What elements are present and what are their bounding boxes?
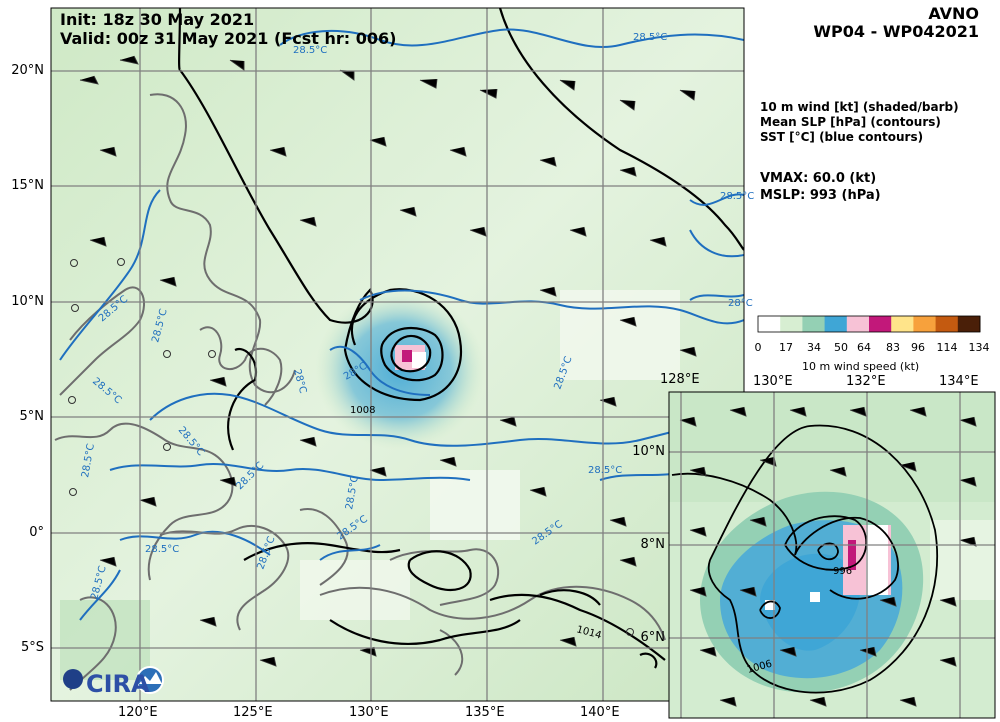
lon-tick: 140°E xyxy=(580,705,620,720)
inset-lat-tick: 10°N xyxy=(632,444,665,459)
colorbar-segment xyxy=(957,316,981,332)
wind-barbs xyxy=(79,55,717,667)
lat-tick: 10°N xyxy=(11,294,44,309)
cira-logo-text: CIRA xyxy=(86,670,150,698)
legend-wind: 10 m wind [kt] (shaded/barb) xyxy=(760,100,959,114)
colorbar-segment xyxy=(935,316,959,332)
lat-tick: 5°S xyxy=(20,640,44,655)
legend-slp: Mean SLP [hPa] (contours) xyxy=(760,115,941,129)
colorbar-tick: 50 xyxy=(834,341,848,354)
colorbar-title: 10 m wind speed (kt) xyxy=(802,360,920,373)
inset-lon-tick: 130°E xyxy=(753,374,793,389)
colorbar-tick: 134 xyxy=(968,341,990,354)
lat-tick: 0° xyxy=(29,525,44,540)
sst-label: 28.5°C xyxy=(145,544,179,555)
colorbar-segment xyxy=(846,316,870,332)
colorbar-segment xyxy=(913,316,937,332)
lon-tick: 120°E xyxy=(118,705,158,720)
mslp-value: MSLP: 993 (hPa) xyxy=(760,188,881,203)
islands xyxy=(68,258,634,636)
vmax-value: VMAX: 60.0 (kt) xyxy=(760,171,877,186)
colorbar-segment xyxy=(780,316,803,332)
colorbar-tick: 34 xyxy=(807,341,821,354)
colorbar-segment xyxy=(869,316,892,332)
main-grid xyxy=(51,8,744,701)
inset-lon-tick: 128°E xyxy=(660,372,700,387)
lon-tick: 125°E xyxy=(233,705,273,720)
inset-wind-barbs xyxy=(679,406,977,707)
valid-time: Valid: 00z 31 May 2021 (Fcst hr: 006) xyxy=(60,29,397,48)
lon-tick: 130°E xyxy=(349,705,389,720)
model-name: AVNO xyxy=(928,4,979,23)
legend-sst: SST [°C] (blue contours) xyxy=(760,130,924,144)
colorbar-tick: 114 xyxy=(936,341,958,354)
main-map-frame xyxy=(50,7,745,702)
inset-lat-tick: 8°N xyxy=(640,537,666,552)
colorbar-tick: 96 xyxy=(911,341,925,354)
sst-label: 28.5°C xyxy=(293,45,327,56)
cira-logo: CIRA xyxy=(63,666,164,698)
sst-label: 28.5°C xyxy=(588,465,622,476)
colorbar-segment xyxy=(802,316,826,332)
colorbar-tick: 17 xyxy=(779,341,793,354)
colorbar xyxy=(757,315,981,333)
lat-tick: 20°N xyxy=(11,63,44,78)
colorbar-segment xyxy=(758,316,781,332)
slp-label: 1008 xyxy=(350,405,375,416)
slp-contours xyxy=(178,8,744,669)
inset-slp-label: 996 xyxy=(833,566,852,577)
init-time: Init: 18z 30 May 2021 xyxy=(60,10,255,29)
sst-contours xyxy=(59,28,744,621)
colorbar-segment xyxy=(824,316,848,332)
colorbar-segment xyxy=(891,316,914,332)
sst-label: 28°C xyxy=(728,298,753,309)
inset-lon-tick: 134°E xyxy=(939,374,979,389)
inset-map: 996 1006 xyxy=(668,391,996,719)
inset-lat-tick: 6°N xyxy=(640,630,666,645)
lat-tick: 15°N xyxy=(11,178,44,193)
inset-grid xyxy=(669,392,995,718)
sst-label: 28.5°C xyxy=(633,32,667,43)
inset-frame xyxy=(668,391,996,719)
main-map-field xyxy=(51,8,744,701)
sst-label: 28.5°C xyxy=(720,191,754,202)
colorbar-tick: 0 xyxy=(754,341,762,354)
lat-tick: 5°N xyxy=(19,409,45,424)
inset-lon-tick: 132°E xyxy=(846,374,886,389)
lon-tick: 135°E xyxy=(465,705,505,720)
colorbar-tick: 64 xyxy=(857,341,871,354)
colorbar-tick: 83 xyxy=(886,341,900,354)
storm-id: WP04 - WP042021 xyxy=(813,22,979,41)
